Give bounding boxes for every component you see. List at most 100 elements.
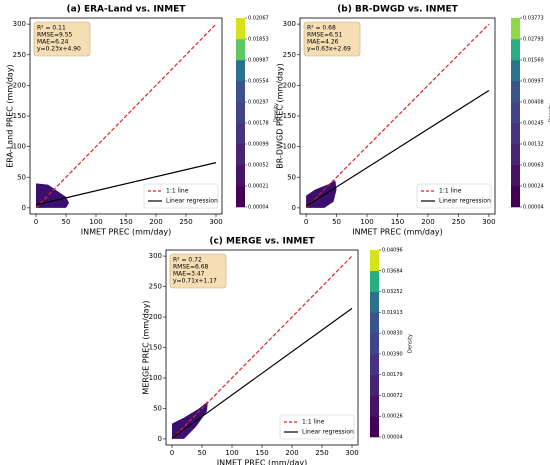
legend-label: Linear regression bbox=[302, 429, 354, 436]
stats-box bbox=[169, 253, 227, 289]
colorbar-segment bbox=[370, 250, 379, 272]
y-tick-label: 250 bbox=[283, 51, 296, 59]
colorbar-segment bbox=[370, 333, 379, 355]
x-axis-label: INMET PREC (mm/day) bbox=[81, 228, 172, 237]
y-tick-label: 300 bbox=[283, 20, 296, 28]
x-tick-label: 50 bbox=[332, 218, 341, 226]
colorbar-tick-label: 0.01853 bbox=[248, 37, 269, 43]
y-tick-label: 50 bbox=[287, 173, 296, 181]
series-line bbox=[35, 23, 217, 209]
panel-title: (b) BR-DWGD vs. INMET bbox=[337, 5, 458, 15]
y-tick-label: 300 bbox=[149, 252, 162, 260]
legend-box bbox=[416, 183, 492, 209]
colorbar-tick-label: 0.00297 bbox=[248, 100, 269, 106]
x-tick-label: 250 bbox=[452, 218, 465, 226]
colorbar-segment bbox=[236, 60, 245, 82]
colorbar-segment bbox=[236, 123, 245, 145]
x-axis-label: INMET PREC (mm/day) bbox=[217, 459, 308, 465]
x-tick-label: 250 bbox=[315, 449, 328, 457]
x-tick-label: 150 bbox=[119, 218, 132, 226]
colorbar-segment bbox=[511, 81, 520, 103]
colorbar-label: Density bbox=[274, 103, 280, 122]
colorbar-tick-label: 0.01560 bbox=[523, 58, 544, 64]
legend-label: Linear regression bbox=[439, 198, 491, 205]
x-tick-label: 0 bbox=[34, 218, 38, 226]
colorbar-tick-label: 0.00997 bbox=[523, 79, 544, 85]
colorbar-segment bbox=[511, 123, 520, 145]
stats-box bbox=[33, 21, 91, 57]
x-tick-label: 200 bbox=[421, 218, 434, 226]
colorbar-tick-label: 0.00178 bbox=[248, 121, 269, 127]
x-tick-label: 50 bbox=[198, 449, 207, 457]
legend-label: 1:1 line bbox=[302, 419, 325, 426]
colorbar-segment bbox=[511, 18, 520, 40]
stats-text: MAE=4.26 bbox=[307, 39, 339, 46]
colorbar-tick-label: 0.00179 bbox=[382, 372, 403, 378]
x-tick-label: 200 bbox=[149, 218, 162, 226]
colorbar-segment bbox=[370, 395, 379, 417]
legend-label: 1:1 line bbox=[166, 188, 189, 195]
stats-box bbox=[303, 21, 361, 57]
colorbar-segment bbox=[370, 353, 379, 375]
colorbar-tick-label: 0.04096 bbox=[382, 248, 403, 254]
colorbar-tick-label: 0.00072 bbox=[382, 393, 403, 399]
colorbar-tick-label: 0.00245 bbox=[523, 121, 544, 127]
y-tick-label: 250 bbox=[149, 283, 162, 291]
colorbar-segment bbox=[370, 291, 379, 313]
x-tick-label: 300 bbox=[482, 218, 495, 226]
stats-text: y=0.71x+1.17 bbox=[173, 278, 217, 285]
colorbar-tick-label: 0.00554 bbox=[248, 79, 269, 85]
colorbar-tick-label: 0.00021 bbox=[248, 184, 269, 190]
y-tick-label: 150 bbox=[149, 344, 162, 352]
stats-text: y=0.63x+2.69 bbox=[307, 46, 351, 53]
stats-text: MAE=6.24 bbox=[37, 39, 69, 46]
colorbar-segment bbox=[236, 102, 245, 124]
x-tick-label: 250 bbox=[179, 218, 192, 226]
panel-title: (c) MERGE vs. INMET bbox=[209, 237, 315, 247]
colorbar-segment bbox=[236, 165, 245, 187]
y-tick-label: 50 bbox=[17, 173, 26, 181]
x-tick-label: 150 bbox=[391, 218, 404, 226]
colorbar-segment bbox=[511, 39, 520, 61]
y-tick-label: 0 bbox=[158, 435, 162, 443]
x-tick-label: 100 bbox=[89, 218, 102, 226]
colorbar-tick-label: 0.03684 bbox=[382, 268, 403, 274]
y-tick-label: 0 bbox=[292, 204, 296, 212]
colorbar-tick-label: 0.00987 bbox=[248, 58, 269, 64]
legend-label: Linear regression bbox=[166, 198, 218, 205]
x-tick-label: 100 bbox=[360, 218, 373, 226]
colorbar-segment bbox=[370, 374, 379, 396]
stats-text: MAE=3.47 bbox=[173, 271, 205, 278]
colorbar-segment bbox=[370, 312, 379, 334]
stats-text: RMSE=9.55 bbox=[37, 32, 73, 39]
colorbar-segment bbox=[370, 416, 379, 438]
colorbar-tick-label: 0.00024 bbox=[523, 184, 544, 190]
y-tick-label: 250 bbox=[13, 51, 26, 59]
x-tick-label: 150 bbox=[255, 449, 268, 457]
colorbar-label: Density bbox=[549, 103, 550, 122]
colorbar-segment bbox=[236, 39, 245, 61]
colorbar-label: Density bbox=[408, 334, 414, 353]
stats-text: RMSE=6.51 bbox=[307, 32, 343, 39]
colorbar-tick-label: 0.00390 bbox=[382, 351, 403, 357]
legend-box bbox=[279, 414, 355, 440]
y-tick-label: 300 bbox=[13, 20, 26, 28]
colorbar-tick-label: 0.00004 bbox=[523, 205, 544, 211]
colorbar-segment bbox=[236, 18, 245, 40]
colorbar-segment bbox=[511, 102, 520, 124]
colorbar-tick-label: 0.00830 bbox=[382, 331, 403, 337]
y-tick-label: 150 bbox=[13, 112, 26, 120]
colorbar-tick-label: 0.00099 bbox=[248, 142, 269, 148]
density-region bbox=[36, 183, 69, 208]
colorbar-tick-label: 0.00408 bbox=[523, 100, 544, 106]
x-axis-label: INMET PREC (mm/day) bbox=[352, 228, 443, 237]
legend-label: 1:1 line bbox=[439, 188, 462, 195]
colorbar-segment bbox=[511, 186, 520, 208]
stats-text: R² = 0.68 bbox=[307, 25, 336, 32]
series-line bbox=[35, 162, 217, 206]
panel-title: (a) ERA-Land vs. INMET bbox=[67, 5, 187, 15]
x-tick-label: 200 bbox=[285, 449, 298, 457]
y-tick-label: 50 bbox=[153, 404, 162, 412]
colorbar-tick-label: 0.00063 bbox=[523, 163, 544, 169]
